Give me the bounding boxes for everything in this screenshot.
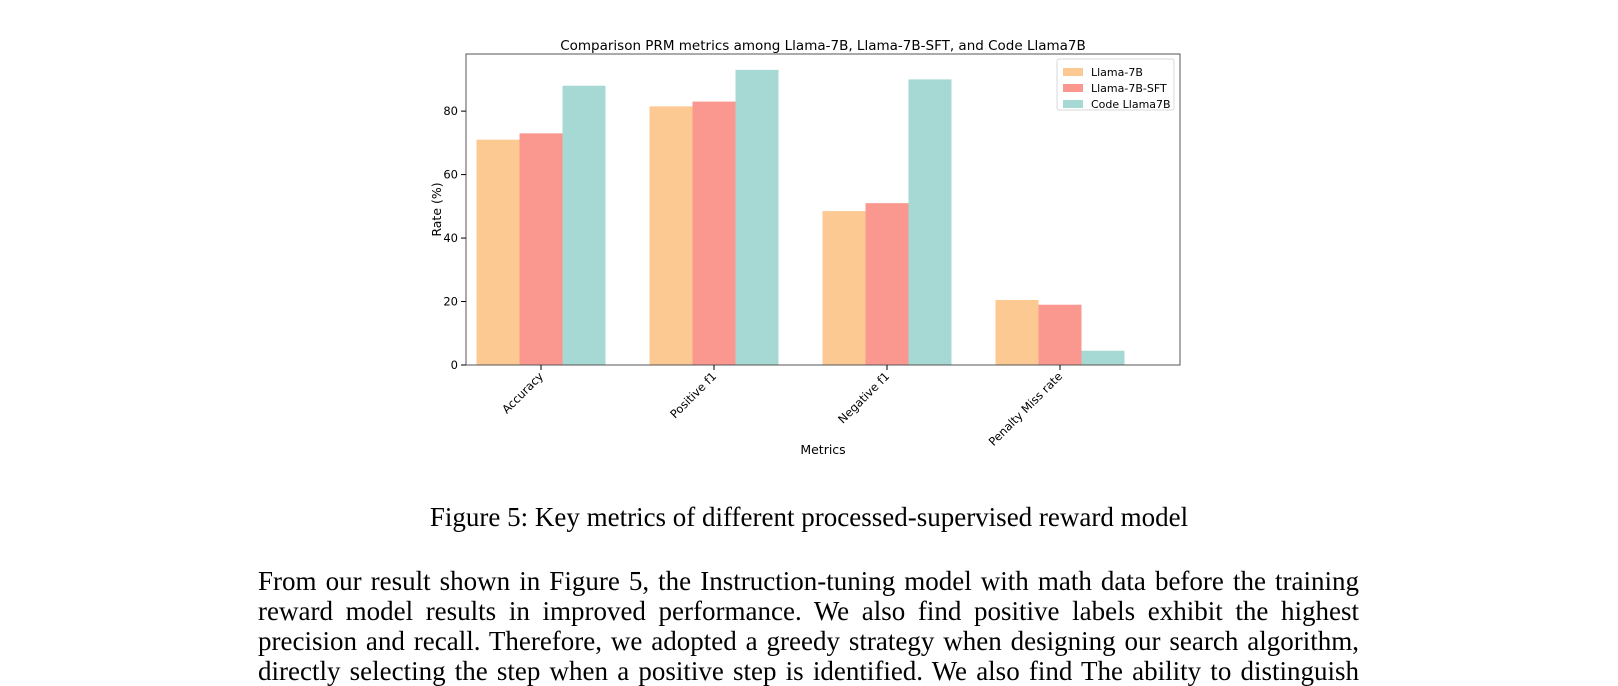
x-tick-label: Positive f1: [667, 369, 719, 421]
legend-label: Code Llama7B: [1091, 98, 1171, 111]
paragraph-line: precision and recall. Therefore, we adop…: [258, 626, 1359, 656]
bar-llama-7b-accuracy: [477, 140, 520, 365]
body-paragraph: From our result shown in Figure 5, the I…: [258, 566, 1359, 686]
paragraph-line: reward model results in improved perform…: [258, 596, 1359, 626]
legend-swatch: [1063, 68, 1083, 76]
y-tick-label: 0: [451, 358, 458, 372]
y-axis-label: Rate (%): [429, 182, 444, 236]
bar-llama-7b-sft-negative-f1: [866, 203, 909, 365]
bar-chart: Comparison PRM metrics among Llama-7B, L…: [0, 0, 1618, 480]
bar-llama-7b-positive-f1: [650, 106, 693, 365]
x-tick-label: Negative f1: [835, 369, 892, 426]
x-axis-label: Metrics: [800, 442, 845, 457]
legend-swatch: [1063, 84, 1083, 92]
figure-caption: Figure 5: Key metrics of different proce…: [0, 500, 1618, 534]
bar-llama-7b-penalty-miss-rate: [996, 300, 1039, 365]
bar-code-llama7b-positive-f1: [736, 70, 779, 365]
x-tick-label: Penalty Miss rate: [986, 369, 1065, 448]
bar-code-llama7b-penalty-miss-rate: [1082, 351, 1125, 365]
x-tick-label: Accuracy: [499, 369, 546, 416]
chart-title: Comparison PRM metrics among Llama-7B, L…: [560, 38, 1086, 54]
bar-llama-7b-sft-accuracy: [520, 133, 563, 365]
bar-code-llama7b-negative-f1: [909, 79, 952, 365]
bar-llama-7b-negative-f1: [823, 211, 866, 365]
legend-swatch: [1063, 100, 1083, 108]
y-tick-label: 20: [443, 295, 458, 309]
paragraph-line: directly selecting the step when a posit…: [258, 656, 1359, 686]
paragraph-line: From our result shown in Figure 5, the I…: [258, 566, 1359, 596]
bar-code-llama7b-accuracy: [563, 86, 606, 365]
legend-label: Llama-7B: [1091, 66, 1143, 79]
y-tick-label: 40: [443, 231, 458, 245]
legend-label: Llama-7B-SFT: [1091, 82, 1167, 95]
bar-llama-7b-sft-positive-f1: [693, 102, 736, 365]
y-tick-label: 60: [443, 168, 458, 182]
y-tick-label: 80: [443, 104, 458, 118]
bar-llama-7b-sft-penalty-miss-rate: [1039, 305, 1082, 365]
figure-5: Comparison PRM metrics among Llama-7B, L…: [0, 0, 1618, 480]
